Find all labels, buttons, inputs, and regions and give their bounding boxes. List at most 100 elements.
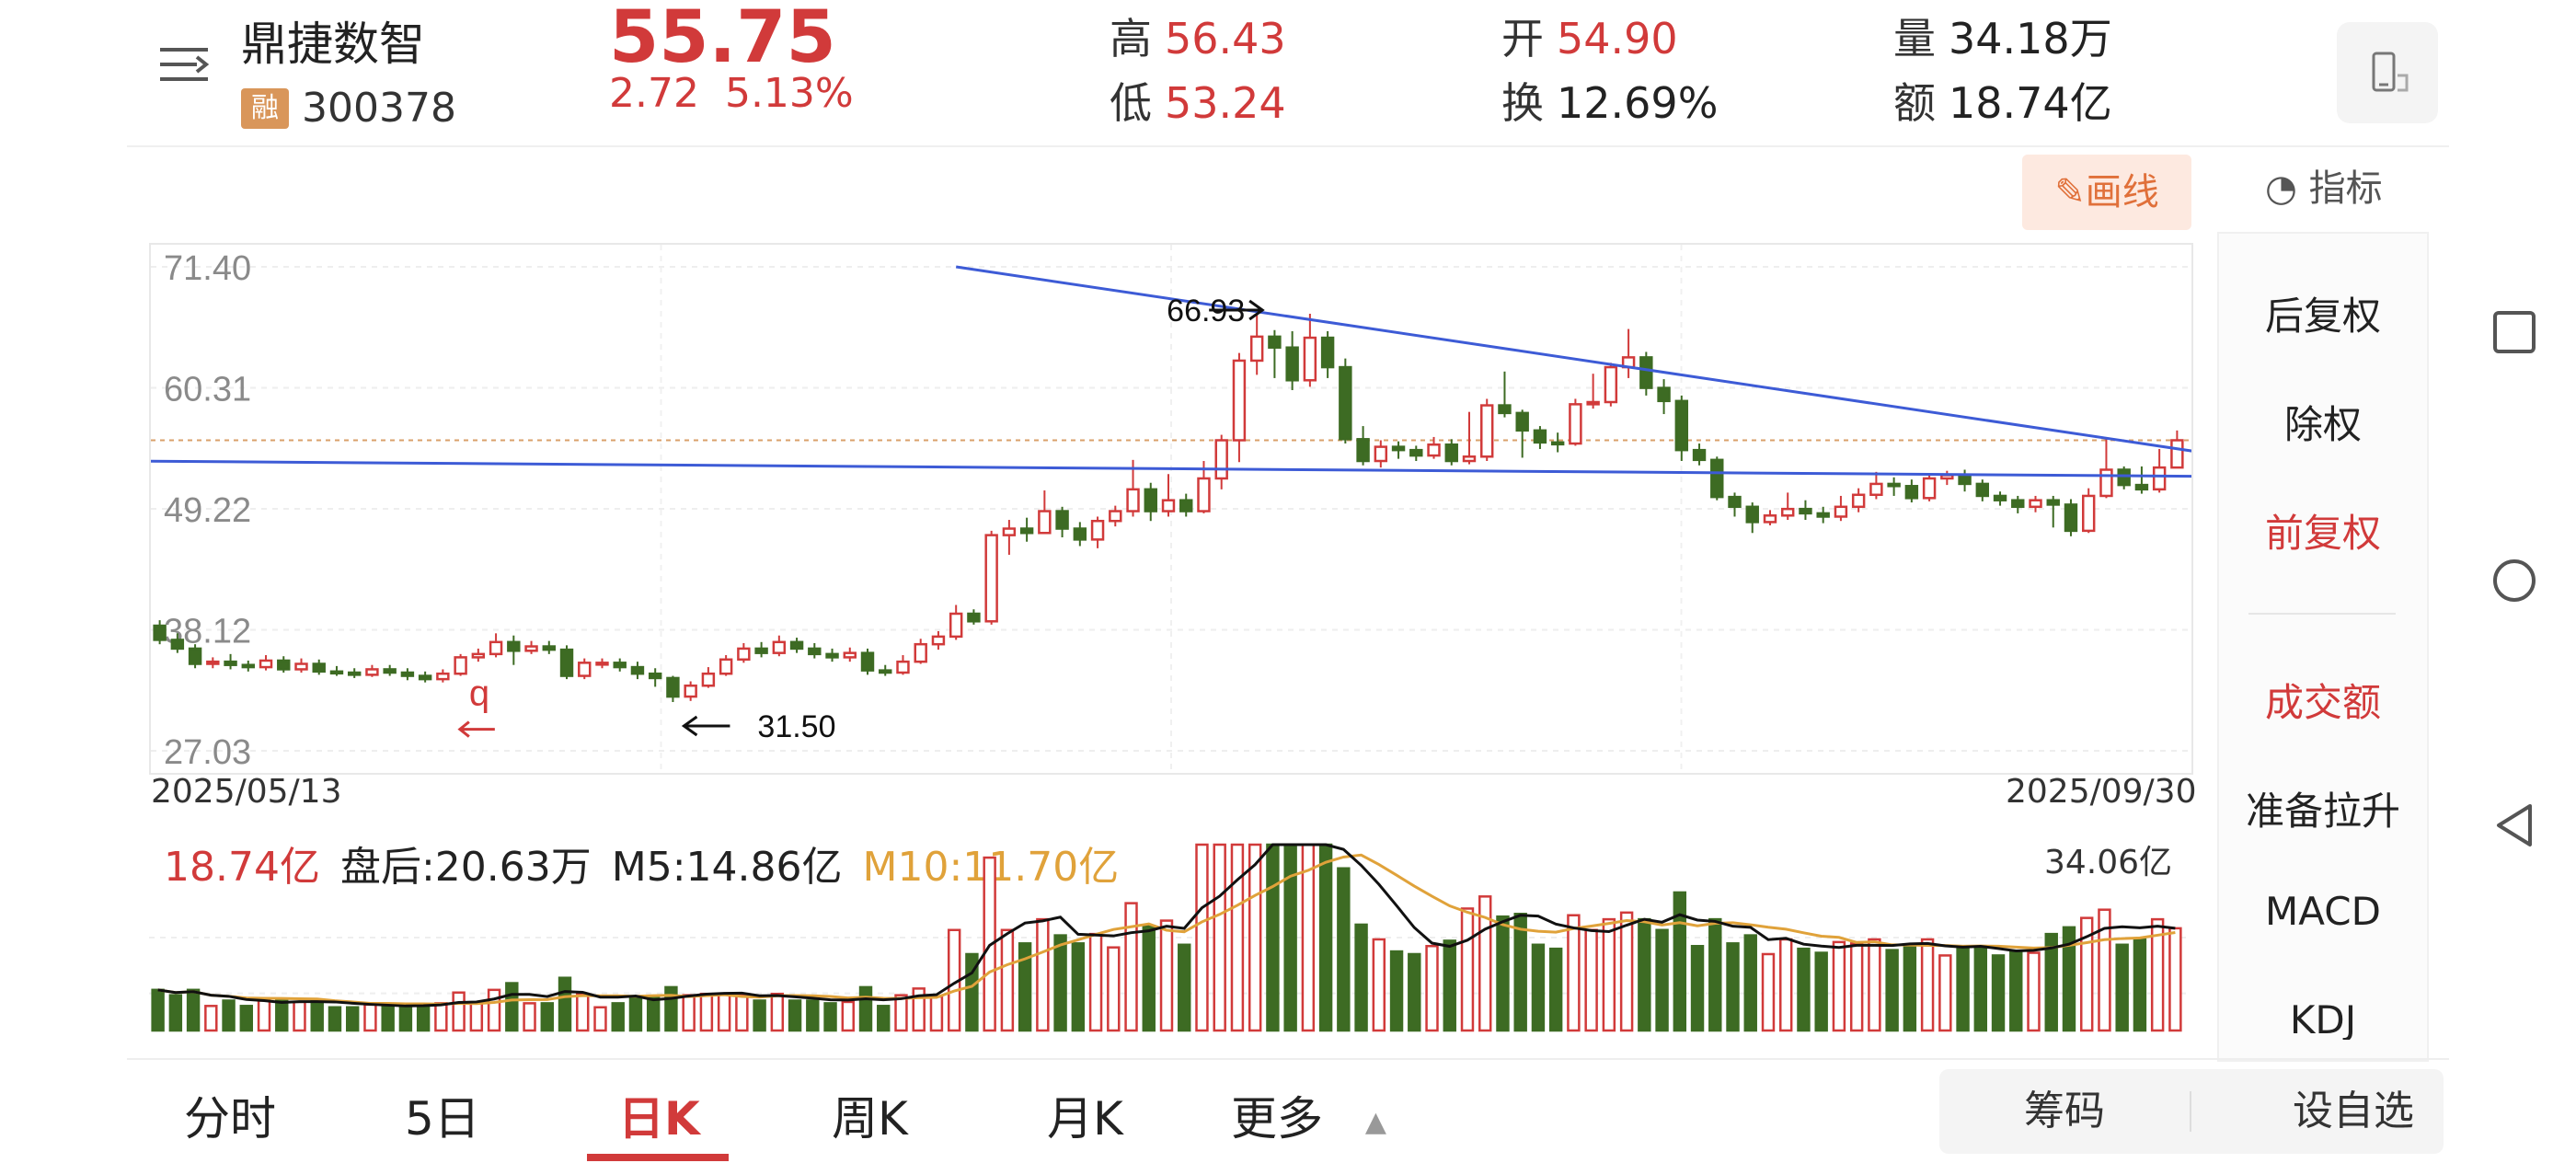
volume-bar [593, 1006, 607, 1032]
candle-body [2170, 439, 2184, 469]
volume-bar [1337, 867, 1351, 1032]
candle-body [153, 624, 167, 641]
candle-body [984, 534, 998, 623]
side-item-post-adjusted[interactable]: 后复权 [2264, 294, 2381, 339]
volume-bar [1548, 947, 1563, 1032]
support-trendline [122, 459, 2194, 478]
side-item-macd[interactable]: MACD [2265, 889, 2381, 934]
tab-more[interactable]: 更多 ▲ [1231, 1082, 1386, 1148]
tab-daily-k[interactable]: 日K [618, 1092, 700, 1146]
candle-body [860, 651, 875, 672]
candle-body [1320, 336, 1335, 369]
home-icon[interactable] [2491, 558, 2537, 604]
event-marker: q [469, 674, 489, 714]
candle-body [701, 672, 716, 687]
candle-body [1639, 356, 1653, 389]
candle-body [2029, 499, 2042, 509]
candle-body [1975, 482, 1990, 498]
candle-body [1339, 365, 1352, 441]
candle-body [294, 662, 308, 671]
side-menu: 后复权 除权 前复权 成交额 准备拉升 MACD KDJ [2217, 232, 2429, 1062]
candle-body [277, 659, 291, 671]
volume-bar [894, 994, 908, 1032]
indicator-button[interactable]: ◔ 指标 [2265, 158, 2383, 212]
candle-body [1851, 493, 1866, 509]
candle-body [1444, 443, 1458, 463]
amount-value: 18.74亿 [1949, 78, 2112, 128]
y-tick-label: 71.40 [164, 249, 251, 288]
candle-body [1038, 510, 1052, 535]
tab-weekly-k[interactable]: 周K [832, 1092, 908, 1146]
side-item-kdj[interactable]: KDJ [2289, 997, 2357, 1040]
volume-bar [1159, 919, 1174, 1032]
rotate-screen-button[interactable] [2337, 22, 2438, 123]
volume-bar [1036, 917, 1050, 1032]
candle-body [2046, 499, 2060, 506]
volume-bar [770, 992, 785, 1032]
volume-label: 量 [1893, 14, 1936, 63]
side-item-pre-adjusted[interactable]: 前复权 [2264, 511, 2381, 556]
side-item-ex-rights[interactable]: 除权 [2283, 402, 2362, 447]
volume-bar [1690, 944, 1705, 1032]
draw-line-button[interactable]: ✎画线 [2022, 155, 2191, 230]
volume-bar [2062, 926, 2076, 1032]
candle-body [931, 635, 946, 646]
candle-body [524, 645, 538, 652]
volume-bar [293, 1000, 306, 1032]
volume-bar [381, 1005, 395, 1032]
volume-bar [1408, 952, 1421, 1032]
volume-bar [345, 1006, 360, 1032]
menu-icon[interactable] [156, 37, 212, 92]
end-date-label: 2025/09/30 [2006, 773, 2197, 811]
candle-body [772, 640, 787, 654]
candle-body [1816, 512, 1830, 518]
volume-bar [1124, 902, 1138, 1032]
volume-bar [469, 1002, 484, 1032]
candle-body [1993, 494, 2007, 501]
candle-body [1834, 505, 1848, 518]
active-tab-indicator [587, 1154, 729, 1161]
candle-body [1374, 445, 1388, 463]
side-item-ready-rise[interactable]: 准备拉升 [2245, 789, 2400, 834]
indicator-label: 指标 [2308, 167, 2383, 210]
volume-chart[interactable] [149, 826, 2190, 1034]
candle-body [1055, 510, 1069, 530]
volume-bar [328, 1006, 342, 1032]
start-date-label: 2025/05/13 [151, 773, 342, 811]
high-stat: 高 56.43 [1110, 6, 1286, 66]
candle-body [595, 662, 609, 666]
volume-bar [1318, 843, 1333, 1032]
side-item-amount[interactable]: 成交额 [2264, 680, 2381, 725]
candle-body [1285, 346, 1299, 382]
volume-bar [1956, 944, 1970, 1032]
high-arrow [1209, 299, 1265, 321]
volume-bar [2079, 916, 2094, 1032]
kline-chart[interactable]: 71.40 60.31 49.22 38.12 27.03 66.93 31.50 q [122, 243, 2194, 775]
high-label: 高 [1110, 14, 1152, 63]
candle-body [1144, 488, 1157, 512]
candle-body [630, 665, 645, 675]
add-watchlist-button[interactable]: 设自选 [2263, 1069, 2444, 1154]
candle-body [1763, 514, 1777, 524]
candle-body [648, 672, 662, 680]
volume-bar [2027, 951, 2041, 1032]
back-icon[interactable] [2491, 802, 2537, 848]
candle-body [2099, 468, 2113, 498]
tab-5day[interactable]: 5日 [405, 1092, 480, 1146]
tab-monthly-k[interactable]: 月K [1047, 1092, 1123, 1146]
current-price: 55.75 [609, 0, 836, 79]
candle-body [1922, 477, 1937, 500]
candle-body [542, 645, 556, 651]
volume-bar [1708, 917, 1722, 1032]
recent-apps-icon[interactable] [2491, 309, 2537, 355]
candle-body [400, 671, 415, 677]
volume-bar [841, 1000, 855, 1032]
chips-button[interactable]: 筹码 [2024, 1088, 2105, 1134]
volume-bar [699, 992, 714, 1032]
candle-body [329, 670, 344, 675]
candle-body [1179, 499, 1193, 512]
candle-body [241, 663, 256, 669]
tab-intraday[interactable]: 分时 [184, 1092, 276, 1146]
